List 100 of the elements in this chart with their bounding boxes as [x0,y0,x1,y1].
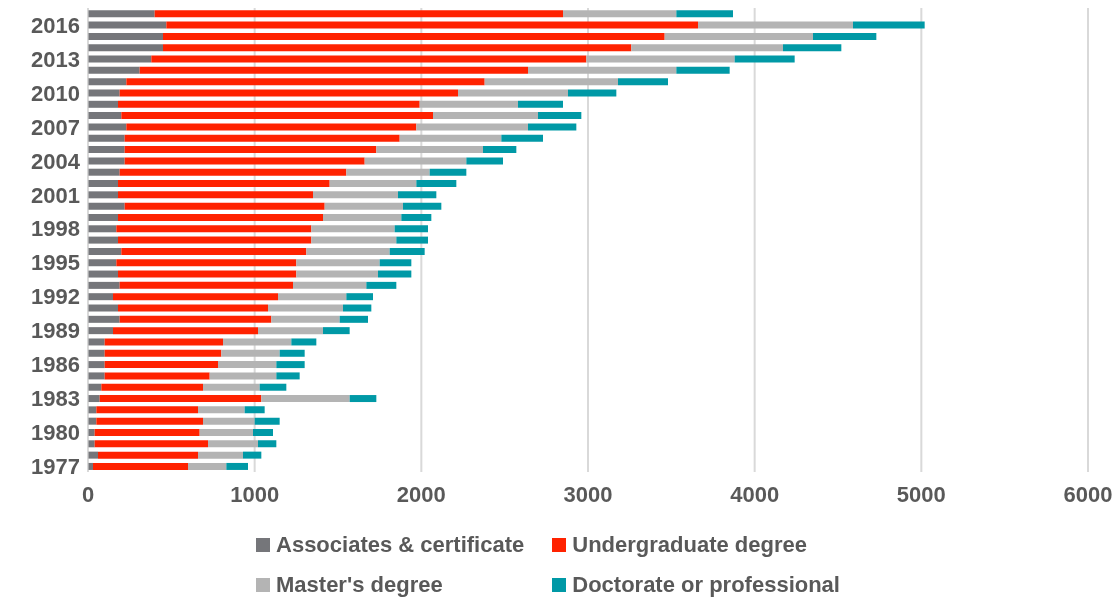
bar [853,21,925,29]
bar [88,270,118,278]
bar [324,202,403,210]
bar [226,462,248,470]
bar [313,191,398,199]
bar [88,213,118,221]
x-tick-label: 4000 [730,481,780,507]
y-tick-label: 2007 [31,114,80,140]
bar [99,395,262,403]
bar [276,361,305,369]
legend-label: Master's degree [276,572,443,598]
bar [98,451,198,459]
bar [528,123,577,131]
bar [323,213,402,221]
bar [209,372,277,380]
bar [221,349,280,357]
bar [118,100,420,108]
bar [88,395,100,403]
bar [88,236,118,244]
bar [124,202,325,210]
bar [311,225,395,233]
legend-label: Undergraduate degree [572,532,807,558]
x-tick-label: 1000 [230,481,280,507]
bar [88,112,122,120]
bar [93,462,188,470]
bar [278,293,347,301]
y-tick-label: 1995 [31,250,80,276]
bar [631,44,783,52]
bar [563,10,677,18]
bar [88,361,105,369]
bar [118,270,297,278]
bar [483,146,517,154]
bar [518,100,563,108]
bar [291,338,317,346]
bar [118,191,313,199]
bar [199,429,253,436]
bar [378,270,412,278]
bar [396,236,428,244]
bar [268,304,343,312]
y-tick-label: 2004 [31,148,81,174]
bar [119,89,458,97]
bar [293,281,367,289]
bar [484,78,618,86]
bar [466,157,503,165]
bar [416,180,457,188]
bar [203,383,260,391]
bar [96,406,198,414]
y-tick-label: 2010 [31,80,80,106]
bar [279,349,305,357]
bar [88,383,102,391]
bar [88,10,155,18]
y-tick-label: 1998 [31,216,80,242]
bar [734,55,795,63]
bar [88,451,98,459]
y-tick-label: 1977 [31,454,80,480]
bar [349,395,377,403]
bar [88,293,113,301]
bar [243,451,262,459]
bar [203,417,255,425]
y-tick-label: 1980 [31,420,80,446]
y-tick-label: 2016 [31,12,80,38]
bar [198,406,245,414]
bar [339,315,368,323]
bar [88,202,125,210]
bar [151,55,587,63]
x-tick-label: 0 [81,481,95,507]
bar [208,440,258,448]
bar [88,78,127,86]
bar [88,281,120,289]
bar [568,89,617,97]
bar [783,44,842,52]
bar [419,100,518,108]
legend-label: Associates & certificate [276,532,525,558]
bar [88,191,118,199]
bar [124,134,400,142]
bar [163,32,665,40]
y-tick-label: 1989 [31,318,80,344]
bar [88,349,105,357]
bar [261,395,350,403]
y-tick-label: 2013 [31,46,80,72]
bar [296,259,380,267]
x-tick-label: 6000 [1063,481,1113,507]
bar [124,146,377,154]
legend-label: Doctorate or professional [572,572,840,598]
bar [119,281,293,289]
bar [113,293,278,301]
bar [104,338,223,346]
bar [88,32,163,40]
bar [618,78,668,86]
bar [198,451,243,459]
bar [218,361,277,369]
bar [104,349,222,357]
bar [429,168,467,176]
bar [676,10,733,18]
bar [119,315,272,323]
y-tick-label: 1992 [31,284,80,310]
bar [528,66,677,74]
bar [94,440,208,448]
bar [403,202,442,210]
bar [394,225,428,233]
